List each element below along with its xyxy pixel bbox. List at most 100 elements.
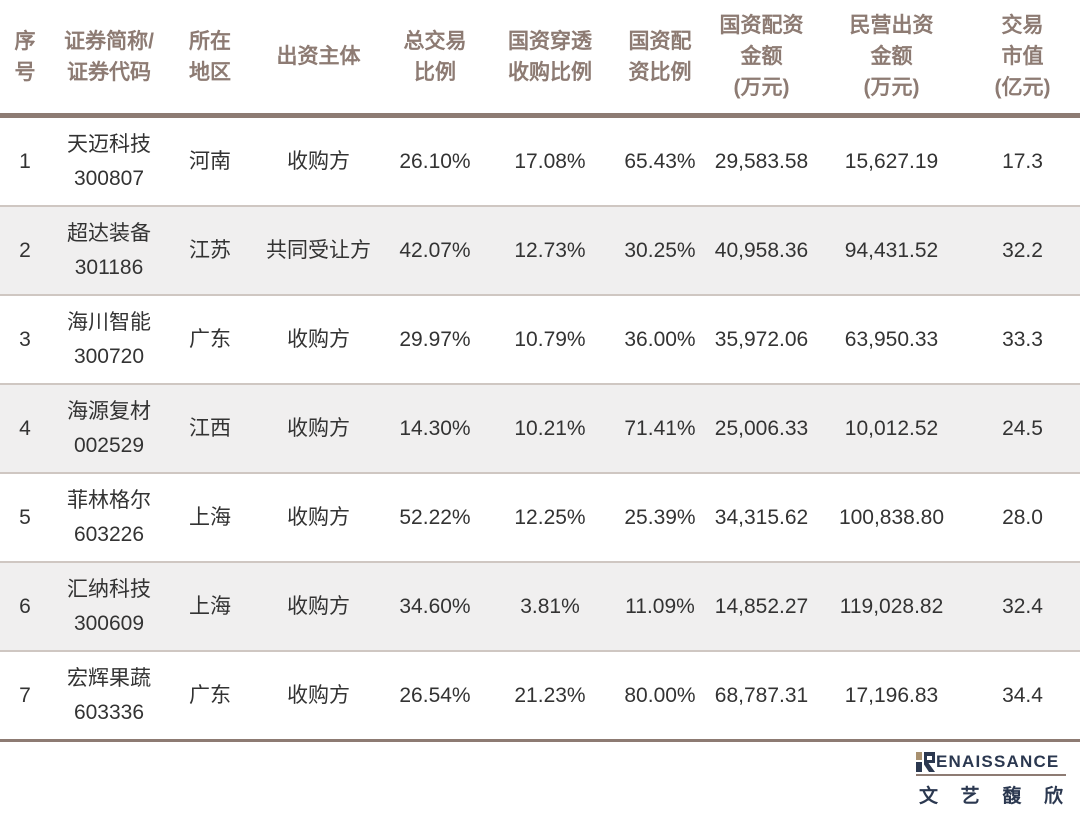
cell-security: 宏辉果蔬 603336 [50,650,168,742]
cell-region: 上海 [168,561,252,651]
cell-private-amount: 100,838.80 [818,472,965,562]
security-code: 603226 [73,522,145,546]
col-header-total-ratio: 总交易 比例 [385,0,485,118]
cell-market-value: 32.4 [965,561,1080,651]
table-row: 5 菲林格尔 603226 上海 收购方 52.22% 12.25% 25.39… [0,472,1080,562]
col-header-region: 所在 地区 [168,0,252,118]
cell-penetration-ratio: 10.21% [485,383,615,473]
cell-allocation-ratio: 65.43% [624,149,696,173]
cell-total-ratio: 52.22% [385,472,485,562]
cell-private-amount: 17,196.83 [818,650,965,742]
cell-private-amount: 94,431.52 [818,205,965,295]
cell-entity: 共同受让方 [252,205,385,295]
cell-security: 海源复材 002529 [50,383,168,473]
cell-region: 上海 [168,472,252,562]
security-code: 002529 [73,433,145,457]
cell-region: 江苏 [168,205,252,295]
cell-index: 7 [0,650,50,742]
header-row: 序 号 证券简称/ 证券代码 所在 地区 出资主体 总交易 比例 国资穿透 收购… [0,0,1080,118]
cell-entity: 收购方 [252,650,385,742]
cell-security: 海川智能 300720 [50,294,168,384]
logo-cn-char: 欣 [1043,786,1063,807]
renaissance-logo: ENAISSANCE 文 艺 馥 欣 [916,752,1066,808]
cell-allocation-ratio: 36.00% [615,294,705,384]
security-code: 300720 [73,344,145,368]
table-row: 2 超达装备 301186 江苏 共同受让方 42.07% 12.73% 30.… [0,205,1080,295]
logo-cn-char: 艺 [960,786,980,807]
cell-penetration-ratio: 3.81% [485,561,615,651]
logo-brand-text: ENAISSANCE [936,752,1060,771]
cell-entity: 收购方 [252,472,385,562]
cell-penetration-ratio: 17.08% [514,149,586,173]
cell-security: 天迈科技 300807 [50,116,168,207]
cell-index: 2 [0,205,50,295]
security-name: 汇纳科技 [67,577,151,601]
security-name: 海川智能 [67,310,151,334]
security-name: 菲林格尔 [67,488,151,512]
cell-allocation-amount: 35,972.06 [705,294,818,384]
logo-cn-char: 馥 [1002,786,1022,807]
renaissance-r-mark-icon [916,752,935,772]
cell-total-ratio: 29.97% [385,294,485,384]
cell-allocation-amount: 40,958.36 [705,205,818,295]
security-name: 宏辉果蔬 [67,666,151,690]
cell-total-ratio: 42.07% [385,205,485,295]
cell-index: 4 [0,383,50,473]
table-row: 4 海源复材 002529 江西 收购方 14.30% 10.21% 71.41… [0,383,1080,473]
cell-allocation-amount: 14,852.27 [705,561,818,651]
cell-penetration-ratio: 12.73% [485,205,615,295]
logo-cn-char: 文 [919,786,939,807]
cell-allocation-amount: 68,787.31 [705,650,818,742]
col-header-allocation-ratio: 国资配 资比例 [615,0,705,118]
cell-total-ratio: 26.54% [385,650,485,742]
cell-allocation-amount: 34,315.62 [705,472,818,562]
cell-market-value: 33.3 [965,294,1080,384]
cell-total-ratio: 34.60% [385,561,485,651]
cell-entity: 收购方 [252,383,385,473]
cell-allocation-ratio: 80.00% [615,650,705,742]
security-name: 天迈科技 [67,132,151,156]
table-row: 3 海川智能 300720 广东 收购方 29.97% 10.79% 36.00… [0,294,1080,384]
cell-private-amount: 10,012.52 [818,383,965,473]
col-header-private-amount: 民营出资 金额 (万元) [818,0,965,118]
cell-region: 江西 [168,383,252,473]
cell-private-amount: 63,950.33 [818,294,965,384]
cell-market-value: 24.5 [965,383,1080,473]
table-row: 7 宏辉果蔬 603336 广东 收购方 26.54% 21.23% 80.00… [0,650,1080,742]
cell-penetration-ratio: 12.25% [485,472,615,562]
security-code: 301186 [74,255,144,279]
col-header-index: 序 号 [0,0,50,118]
cell-market-value: 34.4 [965,650,1080,742]
cell-security: 汇纳科技 300609 [50,561,168,651]
cell-entity: 收购方 [287,149,350,173]
col-header-penetration-ratio: 国资穿透 收购比例 [485,0,615,118]
security-code: 300807 [73,166,145,190]
security-name: 海源复材 [67,399,151,423]
cell-market-value: 17.3 [1002,149,1043,173]
col-header-entity: 出资主体 [252,0,385,118]
cell-region: 广东 [168,294,252,384]
logo-brand-en: ENAISSANCE [916,752,1066,772]
cell-index: 6 [0,561,50,651]
security-name: 超达装备 [67,221,151,245]
col-header-market-value: 交易 市值 (亿元) [965,0,1080,118]
cell-allocation-ratio: 25.39% [615,472,705,562]
security-code: 603336 [73,700,145,724]
cell-allocation-amount: 25,006.33 [705,383,818,473]
cell-total-ratio: 14.30% [385,383,485,473]
cell-allocation-amount: 29,583.58 [714,149,809,173]
table-row: 1 天迈科技 300807 河南 收购方 26.10% 17.08% 65.43… [0,116,1080,207]
table-row: 6 汇纳科技 300609 上海 收购方 34.60% 3.81% 11.09%… [0,561,1080,651]
cell-market-value: 28.0 [965,472,1080,562]
cell-entity: 收购方 [252,561,385,651]
cell-security: 超达装备 301186 [50,205,168,295]
cell-market-value: 32.2 [965,205,1080,295]
cell-index: 5 [0,472,50,562]
securities-table: 序 号 证券简称/ 证券代码 所在 地区 出资主体 总交易 比例 国资穿透 收购… [0,0,1080,742]
col-header-allocation-amount: 国资配资 金额 (万元) [705,0,818,118]
cell-allocation-ratio: 11.09% [615,561,705,651]
cell-index: 3 [0,294,50,384]
cell-penetration-ratio: 10.79% [485,294,615,384]
cell-total-ratio: 26.10% [399,149,471,173]
